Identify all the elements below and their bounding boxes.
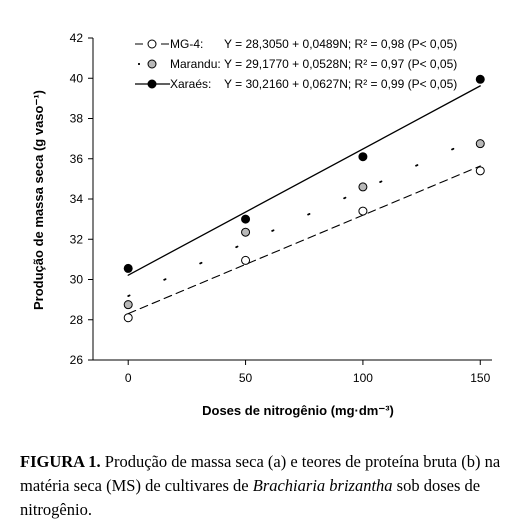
x-axis: 0 50 100 150 [93, 359, 492, 385]
data-point [241, 214, 251, 224]
x-axis-title: Doses de nitrogênio (mg·dm⁻³) [202, 403, 394, 418]
legend-marker [147, 39, 157, 49]
data-point [475, 166, 485, 176]
legend-series-name: Xaraés: [170, 77, 211, 91]
data-point [475, 139, 485, 149]
regression-line [127, 85, 481, 276]
x-tick-label: 50 [239, 371, 253, 385]
legend-equation: Y = 28,3050 + 0,0489N; R² = 0,98 (P< 0,0… [224, 37, 457, 51]
y-tick-label: 42 [70, 31, 84, 45]
data-point [358, 206, 368, 216]
y-tick-label: 26 [70, 353, 84, 367]
legend-series-name: MG-4: [170, 37, 203, 51]
figure-label: FIGURA 1. [20, 452, 101, 471]
legend: MG-4: Y = 28,3050 + 0,0489N; R² = 0,98 (P… [135, 37, 457, 91]
data-point [123, 313, 133, 323]
y-tick-label: 40 [70, 71, 84, 85]
legend-equation: Y = 30,2160 + 0,0627N; R² = 0,99 (P< 0,0… [224, 77, 457, 91]
y-axis: 26 28 30 32 34 36 38 40 42 [70, 31, 94, 367]
legend-equation: Y = 29,1770 + 0,0528N; R² = 0,97 (P< 0,0… [224, 57, 457, 71]
data-point [358, 182, 368, 192]
y-tick-label: 38 [70, 112, 84, 126]
y-tick-label: 34 [70, 192, 84, 206]
caption-text-1: Produção de massa seca (a) e teores de p… [20, 452, 501, 495]
regression-line [127, 165, 481, 315]
caption-text-2: sob doses de nitrogênio. [20, 476, 481, 519]
y-tick-label: 28 [70, 313, 84, 327]
legend-series-name: Marandu: [170, 57, 221, 71]
figure-caption: FIGURA 1. Produção de massa seca (a) e t… [20, 450, 510, 522]
data-point [123, 263, 133, 273]
x-tick-label: 0 [125, 371, 132, 385]
x-tick-label: 100 [353, 371, 373, 385]
data-point [358, 152, 368, 162]
data-point [475, 74, 485, 84]
x-tick-label: 150 [470, 371, 490, 385]
plot-area [123, 74, 485, 323]
y-tick-label: 32 [70, 232, 84, 246]
regression-line [127, 135, 482, 297]
caption-species: Brachiaria brizantha [252, 476, 393, 495]
legend-marker [147, 59, 157, 69]
y-axis-title: Produção de massa seca (g vaso⁻¹) [31, 90, 46, 310]
legend-marker [147, 79, 157, 89]
y-tick-label: 36 [70, 152, 84, 166]
data-point [123, 300, 133, 310]
data-point [241, 255, 251, 265]
y-tick-label: 30 [70, 273, 84, 287]
dry-mass-chart: 0 50 100 150 26 28 30 32 34 36 38 40 42 MG-4: Y = 28… [31, 31, 492, 418]
data-point [241, 227, 251, 237]
